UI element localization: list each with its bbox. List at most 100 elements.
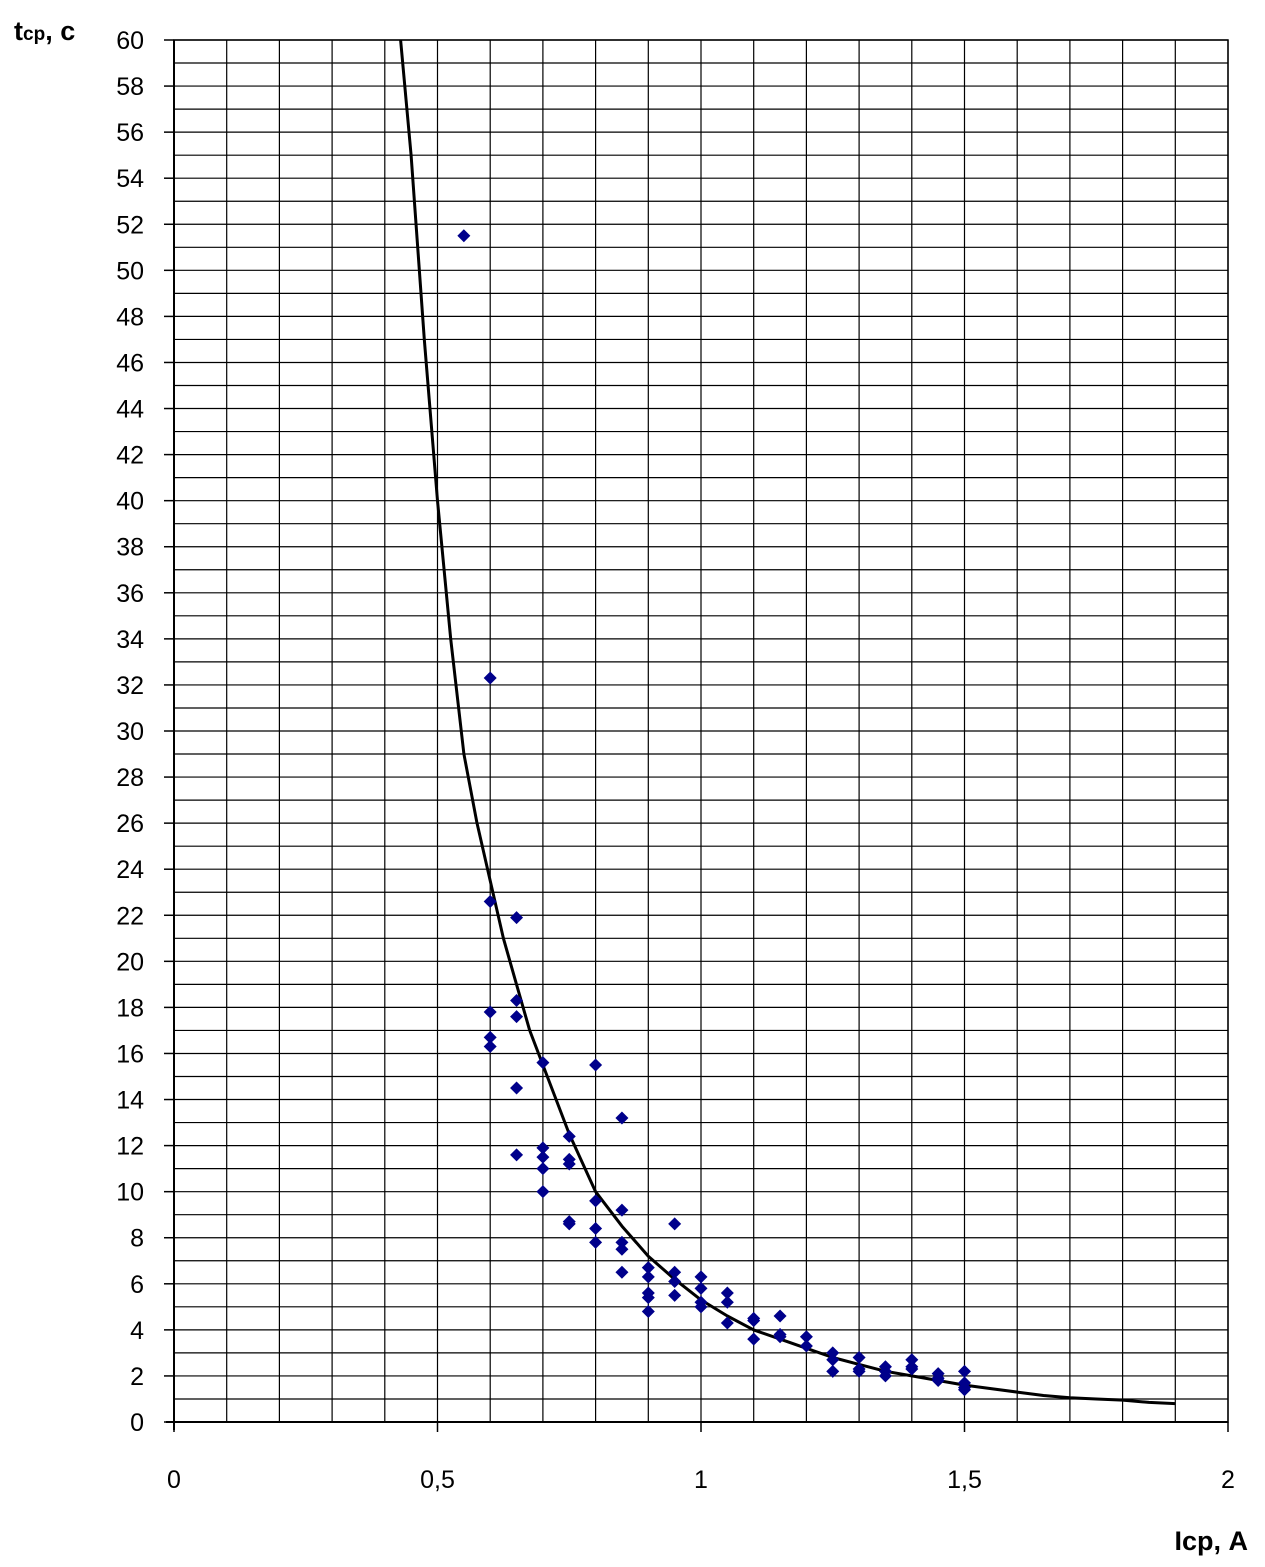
y-tick-label: 38 — [116, 534, 144, 562]
data-point — [510, 1148, 524, 1162]
y-tick-label: 4 — [130, 1317, 144, 1345]
y-tick-label: 36 — [116, 580, 144, 608]
data-point — [799, 1339, 813, 1353]
y-tick-label: 18 — [116, 994, 144, 1022]
data-point — [852, 1351, 866, 1365]
y-tick-label: 32 — [116, 672, 144, 700]
fit-curve-layer — [399, 39, 1176, 1406]
data-point — [615, 1242, 629, 1256]
data-point — [536, 1150, 550, 1164]
y-tick-labels: 0246810121416182022242628303234363840424… — [116, 27, 174, 1437]
data-point — [773, 1309, 787, 1323]
data-point — [615, 1235, 629, 1249]
x-tick-label: 0,5 — [420, 1466, 455, 1494]
data-point — [668, 1288, 682, 1302]
data-point — [905, 1362, 919, 1376]
y-tick-label: 30 — [116, 718, 144, 746]
data-point — [852, 1364, 866, 1378]
y-tick-label: 2 — [130, 1363, 144, 1391]
data-point — [641, 1304, 655, 1318]
y-tick-label: 34 — [116, 626, 144, 654]
x-axis-title: Iср, А — [1174, 1526, 1248, 1556]
x-tick-label: 0 — [167, 1466, 181, 1494]
y-tick-label: 60 — [116, 27, 144, 55]
y-tick-label: 24 — [116, 856, 144, 884]
data-point — [510, 1010, 524, 1024]
data-point — [747, 1314, 761, 1328]
y-tick-label: 52 — [116, 211, 144, 239]
data-point — [483, 1005, 497, 1019]
data-point — [720, 1295, 734, 1309]
y-tick-label: 44 — [116, 396, 144, 424]
y-tick-label: 0 — [130, 1409, 144, 1437]
x-tick-label: 2 — [1221, 1466, 1235, 1494]
y-tick-label: 40 — [116, 488, 144, 516]
y-axis-title: tср, с — [14, 16, 75, 46]
data-point — [536, 1162, 550, 1176]
data-point — [562, 1217, 576, 1231]
data-point — [589, 1194, 603, 1208]
data-point — [799, 1330, 813, 1344]
data-point — [826, 1346, 840, 1360]
data-point — [589, 1058, 603, 1072]
y-tick-label: 58 — [116, 73, 144, 101]
y-tick-label: 28 — [116, 764, 144, 792]
y-tick-label: 46 — [116, 349, 144, 377]
data-point — [615, 1265, 629, 1279]
y-tick-label: 10 — [116, 1179, 144, 1207]
y-tick-label: 48 — [116, 303, 144, 331]
y-tick-label: 50 — [116, 257, 144, 285]
data-point — [773, 1330, 787, 1344]
y-tick-label: 20 — [116, 948, 144, 976]
data-point — [694, 1281, 708, 1295]
data-point — [720, 1316, 734, 1330]
axes — [166, 39, 1229, 1430]
data-point — [536, 1141, 550, 1155]
data-point — [483, 1040, 497, 1054]
data-point — [510, 1081, 524, 1095]
data-point — [641, 1261, 655, 1275]
y-tick-label: 22 — [116, 902, 144, 930]
data-point — [694, 1270, 708, 1284]
data-point — [536, 1185, 550, 1199]
data-point — [562, 1129, 576, 1143]
data-point — [747, 1332, 761, 1346]
data-points-layer — [457, 229, 971, 1397]
data-point — [668, 1265, 682, 1279]
data-point — [615, 1111, 629, 1125]
data-point — [562, 1157, 576, 1171]
data-point — [483, 1030, 497, 1044]
fit-curve — [399, 39, 1176, 1406]
y-tick-label: 6 — [130, 1271, 144, 1299]
data-point — [589, 1235, 603, 1249]
grid-lines — [173, 39, 1229, 1423]
y-tick-label: 54 — [116, 165, 144, 193]
y-tick-label: 8 — [130, 1225, 144, 1253]
y-tick-label: 56 — [116, 119, 144, 147]
data-point — [720, 1286, 734, 1300]
data-point — [905, 1353, 919, 1367]
y-tick-label: 12 — [116, 1133, 144, 1161]
data-point — [694, 1300, 708, 1314]
data-point — [668, 1274, 682, 1288]
y-tick-label: 42 — [116, 442, 144, 470]
x-tick-labels: 0 0,5 1 1,5 2 — [167, 1422, 1235, 1494]
data-point — [826, 1364, 840, 1378]
data-point — [641, 1291, 655, 1305]
y-tick-label: 16 — [116, 1040, 144, 1068]
data-point — [589, 1222, 603, 1236]
data-point — [641, 1270, 655, 1284]
data-point — [878, 1369, 892, 1383]
y-tick-label: 26 — [116, 810, 144, 838]
x-tick-label: 1 — [694, 1466, 708, 1494]
data-point — [958, 1383, 971, 1397]
y-tick-label: 14 — [116, 1087, 144, 1115]
data-point — [536, 1056, 550, 1070]
data-point — [510, 993, 524, 1007]
data-point — [615, 1203, 629, 1217]
data-point — [931, 1374, 945, 1388]
data-point — [958, 1364, 971, 1378]
data-point — [668, 1217, 682, 1231]
